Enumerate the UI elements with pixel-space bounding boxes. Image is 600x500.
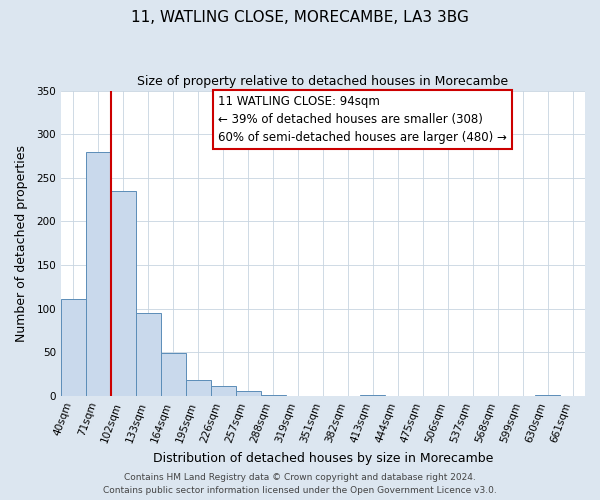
Y-axis label: Number of detached properties: Number of detached properties [15, 144, 28, 342]
Text: 11 WATLING CLOSE: 94sqm
← 39% of detached houses are smaller (308)
60% of semi-d: 11 WATLING CLOSE: 94sqm ← 39% of detache… [218, 95, 507, 144]
Bar [61, 299, 86, 396]
Bar [136, 313, 161, 396]
Bar [111, 191, 136, 396]
Title: Size of property relative to detached houses in Morecambe: Size of property relative to detached ho… [137, 75, 509, 88]
Bar [161, 353, 186, 396]
Bar [211, 386, 236, 396]
Bar [186, 380, 211, 396]
Text: Contains HM Land Registry data © Crown copyright and database right 2024.
Contai: Contains HM Land Registry data © Crown c… [103, 474, 497, 495]
Bar [260, 395, 286, 396]
Bar [236, 392, 260, 396]
X-axis label: Distribution of detached houses by size in Morecambe: Distribution of detached houses by size … [153, 452, 493, 465]
Bar [361, 395, 385, 396]
Bar [535, 395, 560, 396]
Text: 11, WATLING CLOSE, MORECAMBE, LA3 3BG: 11, WATLING CLOSE, MORECAMBE, LA3 3BG [131, 10, 469, 25]
Bar [86, 152, 111, 396]
